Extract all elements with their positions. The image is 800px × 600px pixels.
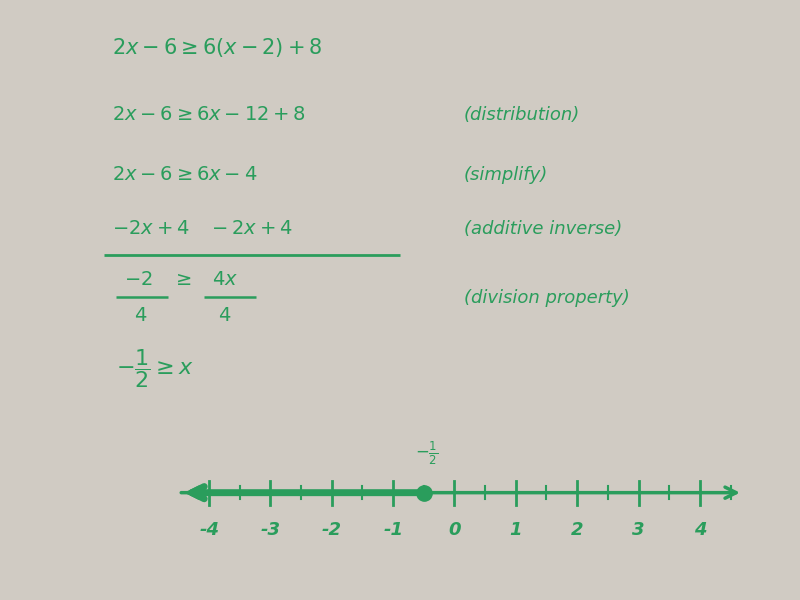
Text: 0: 0 (448, 521, 461, 539)
Text: (additive inverse): (additive inverse) (464, 220, 622, 238)
Text: $4x$: $4x$ (212, 270, 238, 289)
Text: $-\dfrac{1}{2} \geq x$: $-\dfrac{1}{2} \geq x$ (116, 347, 194, 390)
Text: 3: 3 (632, 521, 645, 539)
Text: $\geq$: $\geq$ (172, 270, 192, 289)
Text: $4$: $4$ (134, 306, 148, 325)
Text: (division property): (division property) (464, 289, 630, 307)
Text: 1: 1 (510, 521, 522, 539)
Text: $-\frac{1}{2}$: $-\frac{1}{2}$ (415, 440, 438, 467)
Text: $-2$: $-2$ (124, 270, 153, 289)
Text: $-2x+4\quad -2x+4$: $-2x+4\quad -2x+4$ (112, 219, 293, 238)
Text: -4: -4 (199, 521, 219, 539)
Text: $2x-6 \geq 6x-12+8$: $2x-6 \geq 6x-12+8$ (112, 105, 306, 124)
Text: $4$: $4$ (218, 306, 232, 325)
Text: 4: 4 (694, 521, 706, 539)
Text: (simplify): (simplify) (464, 166, 548, 184)
Text: -1: -1 (383, 521, 403, 539)
Text: -3: -3 (261, 521, 281, 539)
Text: $2x-6 \geq 6(x-2)+8$: $2x-6 \geq 6(x-2)+8$ (112, 36, 322, 59)
Text: 2: 2 (571, 521, 583, 539)
Text: (distribution): (distribution) (464, 106, 580, 124)
Text: $2x-6 \geq 6x-4$: $2x-6 \geq 6x-4$ (112, 165, 258, 184)
Text: -2: -2 (322, 521, 342, 539)
